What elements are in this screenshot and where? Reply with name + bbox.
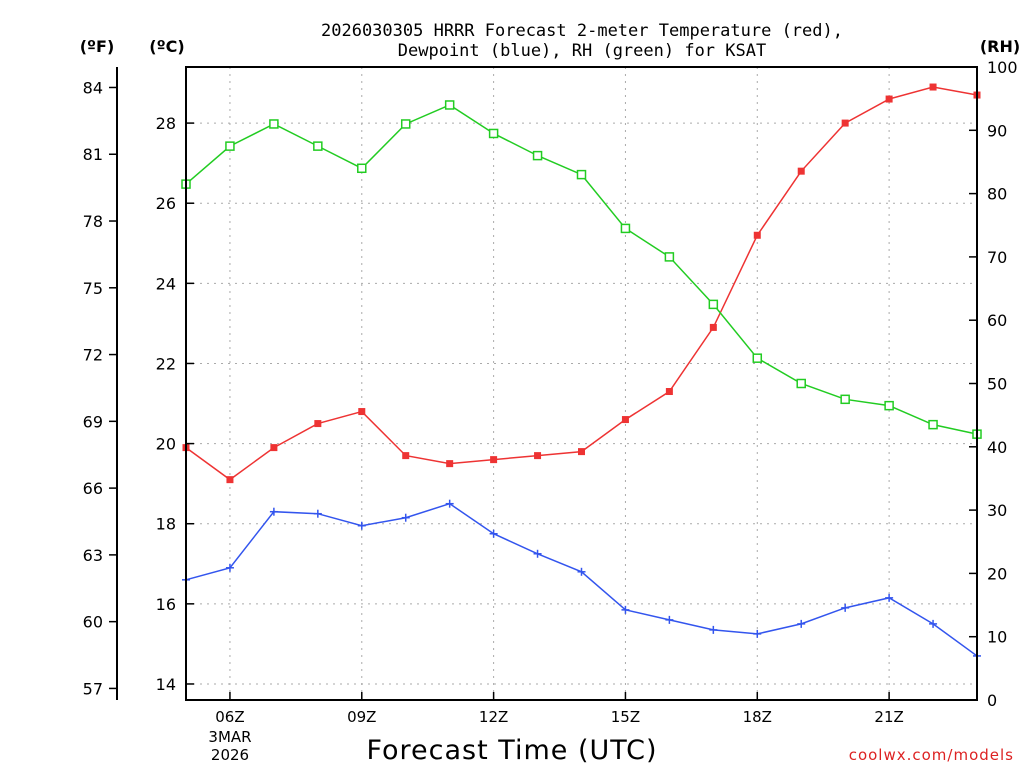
dewpoint-point <box>401 513 410 522</box>
2-meter-temperature-point <box>402 452 410 460</box>
2-meter-temperature-point <box>534 452 542 460</box>
relative-humidity-point <box>576 169 587 180</box>
rh-tick-label: 30 <box>987 501 1007 520</box>
2-meter-temperature-point <box>226 476 234 484</box>
date-label-year: 2026 <box>211 746 249 764</box>
x-axis-label: Forecast Time (UTC) <box>366 735 657 766</box>
fahrenheit-unit-label: (ºF) <box>80 37 115 56</box>
dewpoint-point <box>665 615 674 624</box>
dewpoint-point <box>313 509 322 518</box>
relative-humidity-point <box>269 119 279 129</box>
2-meter-temperature-point <box>621 416 629 424</box>
fahrenheit-tick-label: 69 <box>83 412 103 431</box>
2-meter-temperature-point <box>578 448 585 456</box>
x-tick-label: 21Z <box>874 708 903 726</box>
rh-tick-label: 90 <box>987 121 1007 140</box>
chart-title-line-1: 2026030305 HRRR Forecast 2-meter Tempera… <box>321 21 843 41</box>
2-meter-temperature-point <box>446 460 454 468</box>
rh-tick-label: 100 <box>987 58 1018 77</box>
2-meter-temperature-point <box>841 119 849 127</box>
fahrenheit-tick-label: 78 <box>83 212 103 231</box>
celsius-tick-label: 28 <box>156 114 176 133</box>
dewpoint-point <box>225 563 234 572</box>
celsius-unit-label: (ºC) <box>149 37 184 56</box>
2-meter-temperature-point <box>929 83 937 91</box>
relative-humidity-point <box>400 119 411 129</box>
relative-humidity-point <box>313 141 323 151</box>
relative-humidity-point <box>620 223 631 234</box>
relative-humidity-point <box>708 299 719 310</box>
relative-humidity-point <box>225 141 235 151</box>
rh-tick-label: 20 <box>987 564 1007 583</box>
rh-tick-label: 60 <box>987 311 1007 330</box>
dewpoint-point <box>841 603 850 612</box>
relative-humidity-point <box>796 378 806 389</box>
relative-humidity-point <box>884 400 894 411</box>
celsius-tick-label: 22 <box>156 354 176 373</box>
relative-humidity-point <box>664 252 675 262</box>
celsius-tick-label: 18 <box>156 515 176 534</box>
x-tick-label: 18Z <box>743 708 772 726</box>
celsius-tick-label: 16 <box>156 595 176 614</box>
relative-humidity-point <box>840 394 850 405</box>
2-meter-temperature-point <box>797 167 805 175</box>
rh-tick-label: 50 <box>987 375 1007 394</box>
rh-tick-label: 0 <box>987 691 997 710</box>
fahrenheit-tick-label: 84 <box>83 78 103 97</box>
relative-humidity-point <box>488 128 499 139</box>
chart-title-line-2: Dewpoint (blue), RH (green) for KSAT <box>398 41 766 61</box>
2-meter-temperature-point <box>358 408 366 416</box>
2-meter-temperature-point <box>753 231 761 239</box>
2-meter-temperature-point <box>885 95 893 103</box>
rh-tick-label: 10 <box>987 628 1007 647</box>
x-tick-label: 15Z <box>611 708 640 726</box>
dewpoint-point <box>269 507 278 516</box>
dewpoint-point <box>621 605 630 614</box>
celsius-tick-label: 26 <box>156 194 176 213</box>
relative-humidity-point <box>752 353 763 363</box>
x-tick-label: 09Z <box>347 708 376 726</box>
axes: 06Z 09Z 12Z 15Z 18Z 21Z 14 16 18 20 22 24 26 28 57 60 63… <box>83 58 1018 726</box>
celsius-tick-label: 14 <box>156 675 176 694</box>
dewpoint-point <box>577 567 586 576</box>
dewpoint-point <box>357 521 366 530</box>
2-meter-temperature-point <box>314 420 322 428</box>
rh-tick-label: 70 <box>987 248 1007 267</box>
relative-humidity-point <box>928 419 938 430</box>
fahrenheit-tick-label: 81 <box>83 145 103 164</box>
2-meter-temperature-point <box>490 456 498 464</box>
rh-unit-label: (RH) <box>980 37 1020 56</box>
rh-tick-label: 40 <box>987 438 1007 457</box>
fahrenheit-tick-label: 72 <box>83 346 103 365</box>
dewpoint-point <box>489 529 498 538</box>
dewpoint-point <box>709 625 718 634</box>
x-tick-label: 12Z <box>479 708 508 726</box>
fahrenheit-tick-label: 63 <box>83 546 103 565</box>
2-meter-temperature-point <box>665 388 673 396</box>
2-meter-temperature-point <box>270 444 278 452</box>
credit-label: coolwx.com/models <box>849 746 1014 764</box>
fahrenheit-tick-label: 66 <box>83 479 103 498</box>
celsius-tick-label: 24 <box>156 274 176 293</box>
fahrenheit-tick-label: 75 <box>83 279 103 298</box>
dewpoint-point <box>929 619 938 628</box>
dewpoint-point <box>533 549 542 558</box>
dewpoint-point <box>797 619 806 628</box>
date-label-month: 3MAR <box>208 728 251 746</box>
dewpoint-point <box>885 593 894 602</box>
2-meter-temperature-point <box>709 323 717 331</box>
relative-humidity-point <box>357 163 367 174</box>
relative-humidity-point <box>532 150 543 161</box>
x-tick-label: 06Z <box>215 708 244 726</box>
rh-tick-label: 80 <box>987 185 1007 204</box>
dewpoint-point <box>753 629 762 638</box>
celsius-tick-label: 20 <box>156 435 176 454</box>
relative-humidity-point <box>444 100 455 110</box>
fahrenheit-tick-label: 60 <box>83 613 103 632</box>
dewpoint-point <box>445 499 454 508</box>
fahrenheit-tick-label: 57 <box>83 679 103 698</box>
